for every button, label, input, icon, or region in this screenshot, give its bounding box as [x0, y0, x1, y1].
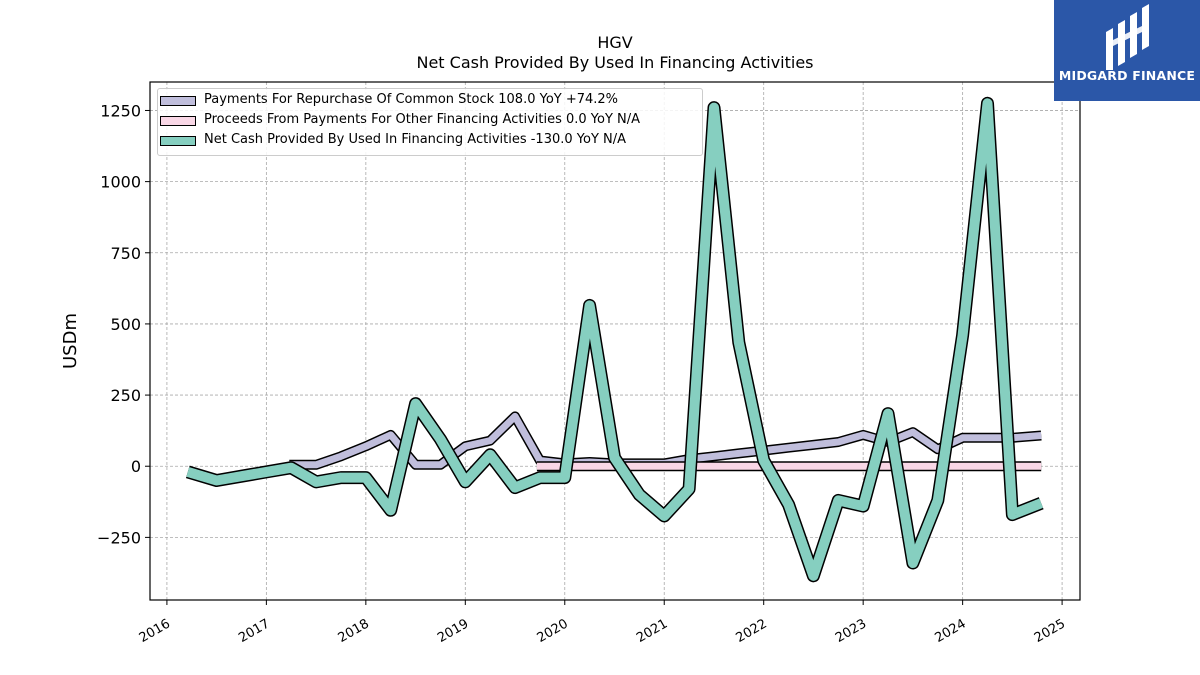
series-lines	[185, 96, 1044, 583]
brand-logo: MIDGARD FINANCE	[1054, 0, 1200, 101]
y-axis-label: USDm	[60, 313, 81, 369]
x-tick-label: 2018	[336, 616, 372, 646]
x-tick-label: 2023	[833, 616, 869, 646]
x-tick-label: 2017	[236, 616, 272, 646]
midgard-m-logo-icon	[1106, 4, 1149, 70]
chart-title: Net Cash Provided By Used In Financing A…	[416, 53, 814, 72]
x-tick-label: 2019	[435, 616, 471, 646]
y-tick-label: 1000	[100, 173, 141, 192]
legend-swatch-net-cash	[160, 136, 196, 146]
legend-swatch-repurchase	[160, 96, 196, 106]
series-line-2	[186, 98, 1044, 581]
x-tick-label: 2024	[932, 616, 968, 646]
y-tick-label: 500	[110, 315, 141, 334]
legend-label-repurchase: Payments For Repurchase Of Common Stock …	[204, 92, 619, 107]
chart-legend: Payments For Repurchase Of Common Stock …	[157, 88, 703, 156]
x-tick-label: 2021	[634, 616, 670, 646]
y-tick-label: 750	[110, 244, 141, 263]
y-tick-label: 250	[110, 386, 141, 405]
y-tick-label: 1250	[100, 101, 141, 120]
legend-label-net-cash: Net Cash Provided By Used In Financing A…	[204, 132, 627, 147]
grid-lines	[150, 82, 1080, 600]
y-tick-label: 0	[131, 457, 141, 476]
legend-swatch-other-financing	[160, 116, 196, 126]
x-tick-label: 2016	[137, 616, 173, 646]
x-tick-label: 2022	[734, 616, 770, 646]
chart-title-ticker: HGV	[597, 33, 633, 52]
y-tick-label: −250	[97, 528, 141, 547]
x-tick-label: 2025	[1032, 616, 1068, 646]
series-line-outline-2	[185, 96, 1044, 583]
legend-label-other-financing: Proceeds From Payments For Other Financi…	[204, 112, 641, 127]
plot-area-frame	[149, 81, 1081, 601]
x-tick-label: 2020	[535, 616, 571, 646]
brand-name: MIDGARD FINANCE	[1058, 68, 1196, 83]
